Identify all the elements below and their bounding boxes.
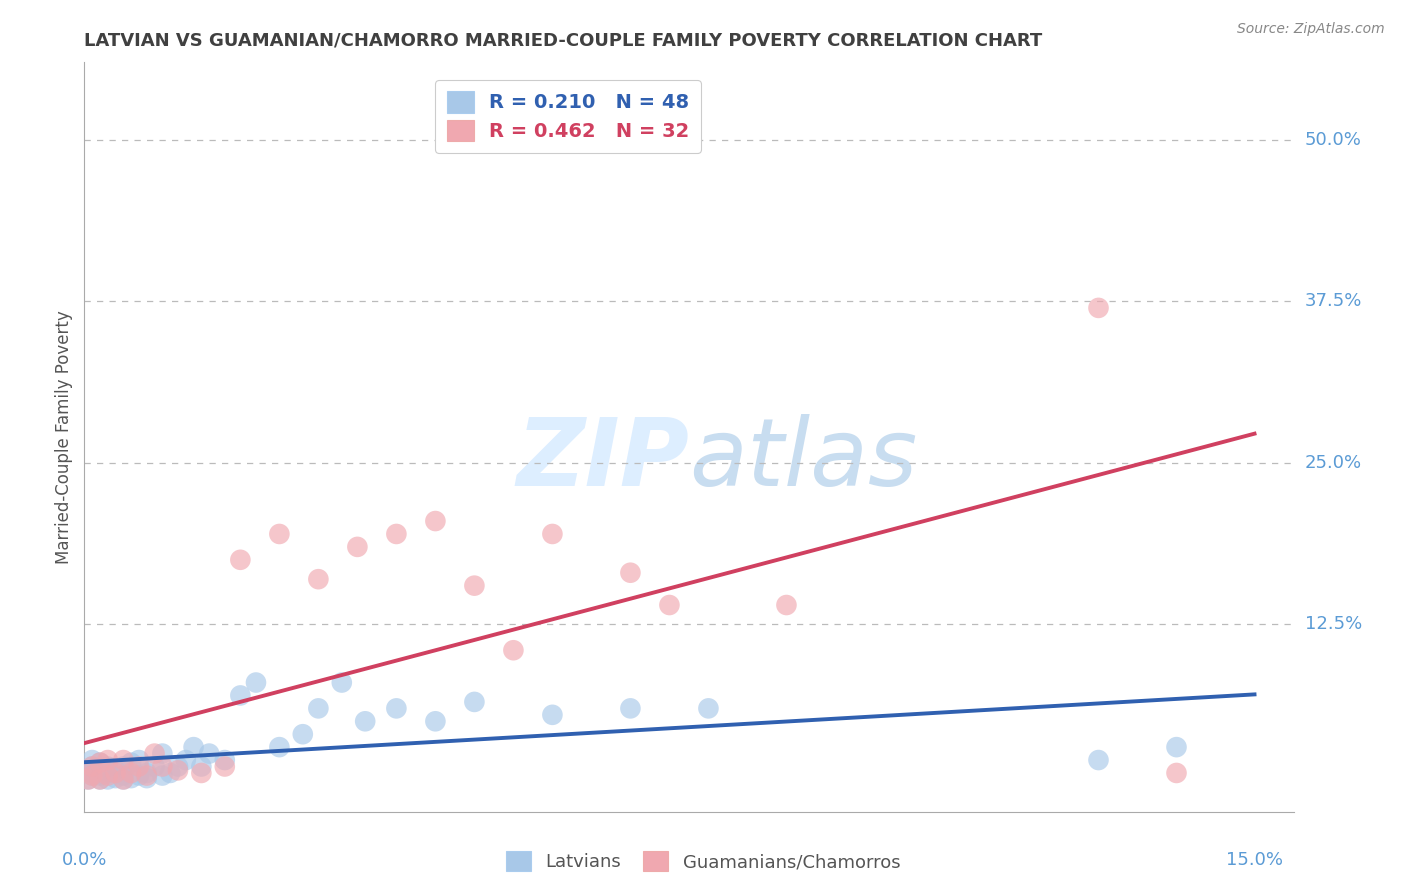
Point bbox=[82, 768, 104, 782]
Point bbox=[112, 759, 135, 773]
Legend: Latvians, Guamanians/Chamorros: Latvians, Guamanians/Chamorros bbox=[499, 844, 907, 879]
Point bbox=[502, 643, 524, 657]
Point bbox=[112, 772, 135, 787]
Point bbox=[463, 579, 485, 593]
Point bbox=[120, 766, 142, 780]
Point bbox=[1087, 753, 1109, 767]
Point bbox=[167, 764, 190, 778]
Text: 25.0%: 25.0% bbox=[1305, 454, 1362, 472]
Point bbox=[97, 759, 120, 773]
Text: Source: ZipAtlas.com: Source: ZipAtlas.com bbox=[1237, 22, 1385, 37]
Point bbox=[120, 771, 142, 785]
Point bbox=[425, 714, 447, 729]
Point bbox=[1166, 766, 1188, 780]
Point bbox=[697, 701, 720, 715]
Point bbox=[214, 753, 236, 767]
Point bbox=[190, 759, 212, 773]
Point bbox=[104, 771, 127, 785]
Point bbox=[269, 527, 291, 541]
Point bbox=[307, 701, 329, 715]
Point bbox=[291, 727, 314, 741]
Point bbox=[541, 527, 564, 541]
Legend: R = 0.210   N = 48, R = 0.462   N = 32: R = 0.210 N = 48, R = 0.462 N = 32 bbox=[434, 79, 702, 153]
Point bbox=[190, 766, 212, 780]
Point bbox=[183, 740, 205, 755]
Point bbox=[150, 759, 173, 773]
Point bbox=[229, 553, 252, 567]
Point bbox=[385, 701, 408, 715]
Point bbox=[214, 759, 236, 773]
Point bbox=[354, 714, 377, 729]
Point bbox=[104, 764, 127, 778]
Point bbox=[97, 753, 120, 767]
Point bbox=[245, 675, 267, 690]
Point bbox=[112, 768, 135, 782]
Point bbox=[143, 759, 166, 773]
Point bbox=[269, 740, 291, 755]
Point bbox=[89, 764, 111, 778]
Text: atlas: atlas bbox=[689, 414, 917, 505]
Point bbox=[775, 598, 797, 612]
Point bbox=[143, 747, 166, 761]
Point bbox=[229, 689, 252, 703]
Point bbox=[150, 768, 173, 782]
Point bbox=[82, 768, 104, 782]
Point bbox=[541, 707, 564, 722]
Text: 15.0%: 15.0% bbox=[1226, 851, 1284, 869]
Point bbox=[112, 753, 135, 767]
Point bbox=[167, 759, 190, 773]
Point bbox=[658, 598, 681, 612]
Point bbox=[82, 759, 104, 773]
Point bbox=[174, 753, 197, 767]
Point bbox=[77, 772, 100, 787]
Point bbox=[135, 768, 157, 782]
Y-axis label: Married-Couple Family Poverty: Married-Couple Family Poverty bbox=[55, 310, 73, 564]
Point bbox=[619, 566, 641, 580]
Point bbox=[307, 572, 329, 586]
Point bbox=[385, 527, 408, 541]
Point bbox=[97, 772, 120, 787]
Point bbox=[97, 768, 120, 782]
Point bbox=[330, 675, 353, 690]
Point bbox=[1087, 301, 1109, 315]
Point bbox=[97, 766, 120, 780]
Point bbox=[128, 768, 150, 782]
Point bbox=[128, 753, 150, 767]
Point bbox=[89, 756, 111, 770]
Point bbox=[112, 772, 135, 787]
Point bbox=[135, 771, 157, 785]
Point bbox=[128, 759, 150, 773]
Point bbox=[82, 753, 104, 767]
Text: 37.5%: 37.5% bbox=[1305, 293, 1362, 310]
Point bbox=[82, 766, 104, 780]
Text: 0.0%: 0.0% bbox=[62, 851, 107, 869]
Point bbox=[346, 540, 368, 554]
Point bbox=[77, 772, 100, 787]
Point bbox=[1166, 740, 1188, 755]
Point bbox=[82, 759, 104, 773]
Point bbox=[135, 766, 157, 780]
Point bbox=[150, 747, 173, 761]
Point bbox=[425, 514, 447, 528]
Point bbox=[104, 766, 127, 780]
Text: 50.0%: 50.0% bbox=[1305, 131, 1361, 149]
Point bbox=[89, 772, 111, 787]
Point bbox=[89, 772, 111, 787]
Point bbox=[198, 747, 221, 761]
Point bbox=[89, 768, 111, 782]
Point bbox=[159, 766, 181, 780]
Point bbox=[120, 756, 142, 770]
Text: LATVIAN VS GUAMANIAN/CHAMORRO MARRIED-COUPLE FAMILY POVERTY CORRELATION CHART: LATVIAN VS GUAMANIAN/CHAMORRO MARRIED-CO… bbox=[84, 32, 1043, 50]
Text: 12.5%: 12.5% bbox=[1305, 615, 1362, 633]
Point bbox=[463, 695, 485, 709]
Text: ZIP: ZIP bbox=[516, 414, 689, 506]
Point bbox=[619, 701, 641, 715]
Point bbox=[89, 756, 111, 770]
